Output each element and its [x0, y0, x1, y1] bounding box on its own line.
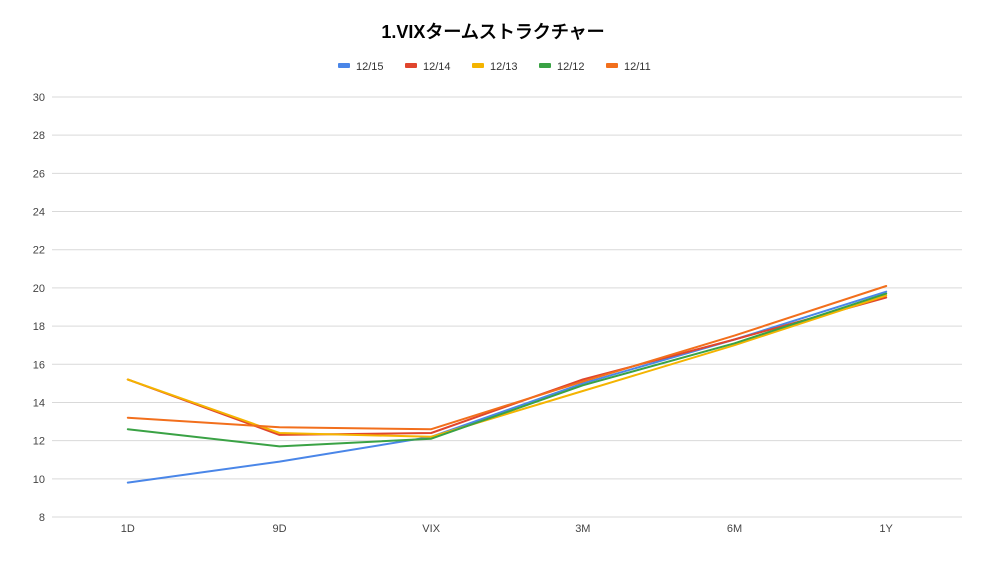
gridlines — [52, 96, 962, 518]
series-lines — [126, 285, 888, 484]
legend-label: 12/14 — [423, 61, 451, 73]
legend-label: 12/13 — [490, 61, 518, 73]
legend-swatch — [606, 63, 618, 68]
x-tick-label: 9D — [272, 523, 286, 535]
x-tick-label: 6M — [727, 523, 742, 535]
series-line-12-12 — [126, 292, 888, 448]
legend-label: 12/15 — [356, 61, 384, 73]
y-tick-label: 30 — [33, 92, 45, 104]
x-tick-label: VIX — [422, 523, 440, 535]
legend-item: 12/13 — [472, 61, 518, 73]
x-axis-ticks: 1D 9D VIX 3M 6M 1Y — [121, 523, 894, 535]
series-line-12-13 — [126, 294, 888, 438]
legend-swatch — [539, 63, 551, 68]
y-tick-label: 22 — [33, 245, 45, 257]
y-tick-label: 10 — [33, 474, 45, 486]
y-tick-label: 12 — [33, 436, 45, 448]
legend-label: 12/12 — [557, 61, 585, 73]
legend: 12/15 12/14 12/13 12/12 12/11 — [338, 61, 651, 73]
legend-swatch — [405, 63, 417, 68]
legend-label: 12/11 — [624, 61, 651, 73]
y-tick-label: 28 — [33, 130, 45, 142]
legend-item: 12/14 — [405, 61, 451, 73]
y-tick-label: 24 — [33, 207, 45, 219]
x-tick-label: 3M — [575, 523, 590, 535]
y-tick-label: 8 — [39, 512, 45, 524]
legend-item: 12/15 — [338, 61, 384, 73]
legend-item: 12/11 — [606, 61, 651, 73]
y-tick-label: 20 — [33, 283, 45, 295]
y-tick-label: 18 — [33, 321, 45, 333]
x-tick-label: 1Y — [879, 523, 893, 535]
y-axis-ticks: 8 10 12 14 16 18 20 22 24 26 28 30 — [33, 92, 45, 524]
y-tick-label: 16 — [33, 359, 45, 371]
series-line-12-15 — [126, 290, 888, 484]
x-tick-label: 1D — [121, 523, 135, 535]
series-line-12-11 — [126, 285, 888, 431]
chart-title: 1.VIXタームストラクチャー — [381, 22, 604, 42]
y-tick-label: 14 — [33, 397, 45, 409]
legend-swatch — [338, 63, 350, 68]
y-tick-label: 26 — [33, 168, 45, 180]
legend-item: 12/12 — [539, 61, 585, 73]
legend-swatch — [472, 63, 484, 68]
